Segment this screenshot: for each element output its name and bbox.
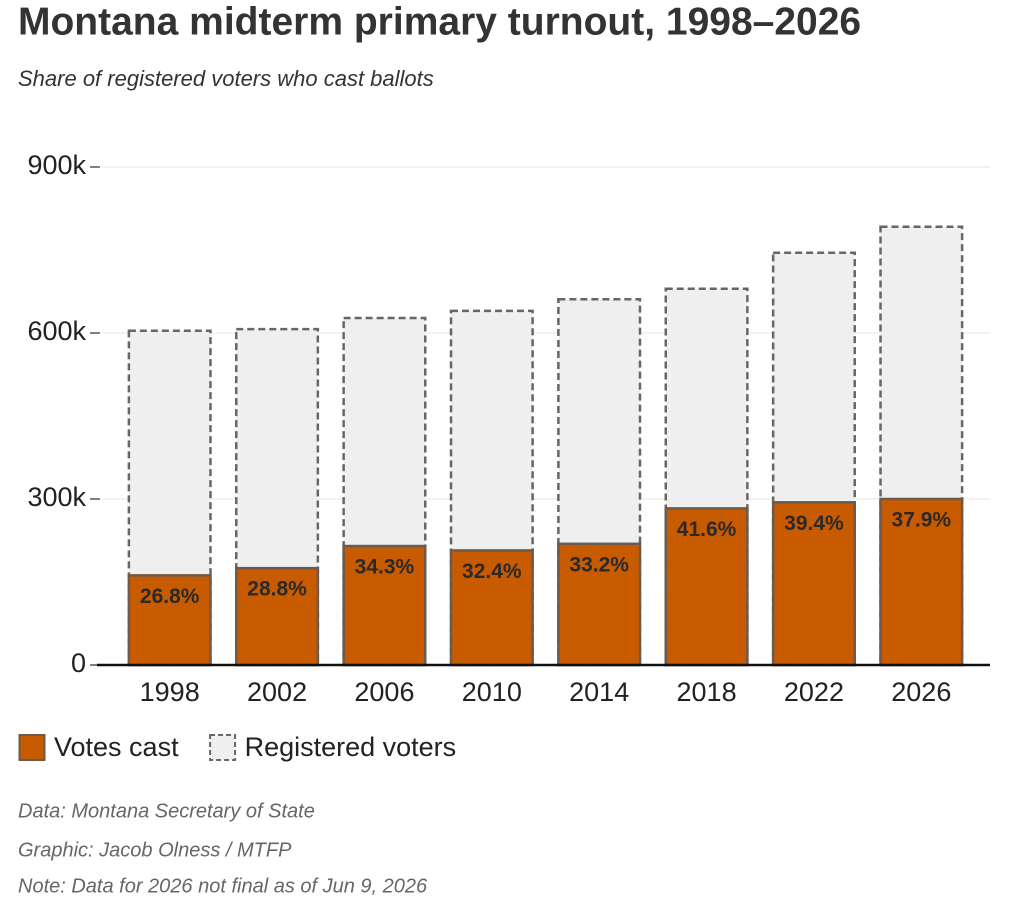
- legend-swatch: [18, 734, 46, 761]
- source-note: Data: Montana Secretary of State: [18, 800, 315, 822]
- legend-swatch: [209, 734, 237, 761]
- x-tick-label: 2006: [354, 677, 414, 707]
- y-tick-label: 900k: [27, 150, 86, 180]
- chart-subtitle: Share of registered voters who cast ball…: [18, 66, 434, 91]
- x-tick-label: 2002: [247, 677, 307, 707]
- chart-title: Montana midterm primary turnout, 1998–20…: [18, 0, 861, 43]
- bar: [879, 497, 964, 667]
- y-tick-label: 0: [71, 648, 86, 678]
- x-tick-label: 2022: [784, 677, 844, 707]
- x-tick-label: 2018: [677, 677, 737, 707]
- y-tick-label: 300k: [27, 482, 86, 512]
- data-label: 41.6%: [677, 518, 737, 541]
- credit-note: Graphic: Jacob Olness / MTFP: [18, 839, 292, 861]
- bar: [235, 566, 320, 667]
- x-tick-label: 2014: [569, 677, 629, 707]
- data-label: 37.9%: [892, 509, 952, 532]
- legend-label: Registered voters: [245, 732, 457, 762]
- y-tick-label: 600k: [27, 316, 86, 346]
- data-label: 32.4%: [462, 560, 522, 583]
- bar: [127, 574, 212, 667]
- data-label: 28.8%: [247, 578, 307, 601]
- data-label: 33.2%: [569, 553, 629, 576]
- x-tick-label: 1998: [140, 677, 200, 707]
- data-label: 34.3%: [355, 556, 415, 579]
- bar: [664, 507, 749, 667]
- data-note: Note: Data for 2026 not final as of Jun …: [18, 875, 428, 897]
- data-label: 39.4%: [784, 512, 844, 535]
- x-tick-label: 2010: [462, 677, 522, 707]
- bar: [771, 501, 856, 667]
- x-tick-label: 2026: [891, 677, 951, 707]
- data-label: 26.8%: [140, 585, 200, 608]
- legend-label: Votes cast: [54, 732, 179, 762]
